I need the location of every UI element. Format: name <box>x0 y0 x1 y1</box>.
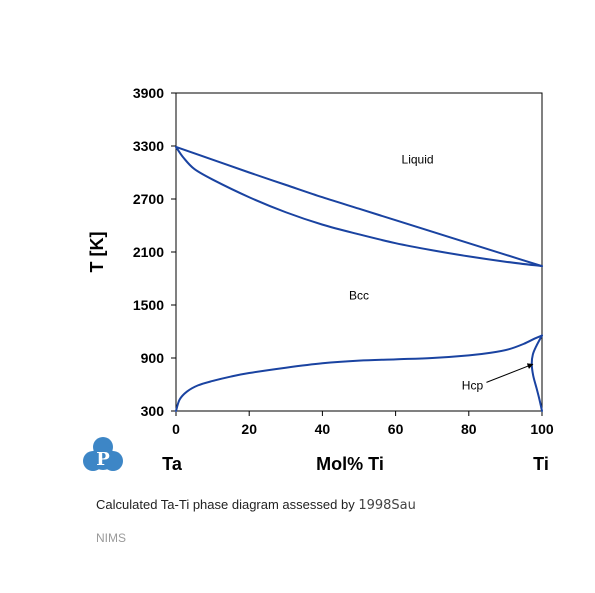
caption-text: Calculated Ta-Ti phase diagram assessed … <box>96 497 355 512</box>
logo-letter: P <box>96 449 110 470</box>
x-tick-label: 60 <box>388 421 404 437</box>
x-tick-label: 100 <box>530 421 554 437</box>
logo-icon: P <box>83 437 123 471</box>
phase-boundary-line-2 <box>175 145 543 268</box>
figure-caption: Calculated Ta-Ti phase diagram assessed … <box>96 497 416 513</box>
phase-boundary-line-3 <box>175 334 543 412</box>
x-tick-label: 40 <box>315 421 331 437</box>
region-label: Bcc <box>349 289 369 303</box>
x-axis-left-element: Ta <box>162 454 183 474</box>
y-tick-label: 1500 <box>133 297 164 313</box>
annotation-label: Hcp <box>462 378 484 392</box>
phase-boundary-line-1 <box>175 145 543 268</box>
x-tick-label: 20 <box>241 421 257 437</box>
plot-frame <box>175 92 543 412</box>
y-tick-label: 2100 <box>133 244 164 260</box>
tick-marks <box>171 92 543 416</box>
series-group <box>175 145 543 412</box>
y-axis-title: T [K] <box>87 232 107 273</box>
x-axis-right-element: Ti <box>533 454 549 474</box>
x-tick-label: 0 <box>172 421 180 437</box>
annotation-arrow <box>486 363 534 383</box>
region-label: Liquid <box>402 153 434 167</box>
caption-reference: 1998Sau <box>358 498 416 513</box>
x-axis-title: Mol% Ti <box>316 454 384 474</box>
x-tick-label: 80 <box>461 421 477 437</box>
tick-labels: 300 900 1500 2100 2700 3300 3900 0 20 40 60 80 100 <box>133 85 554 437</box>
source-label: NIMS <box>96 531 126 545</box>
y-tick-label: 300 <box>141 403 165 419</box>
y-tick-label: 3900 <box>133 85 164 101</box>
y-tick-label: 3300 <box>133 138 164 154</box>
phase-boundary-line-4 <box>530 334 543 412</box>
annotation-group: Hcp <box>462 363 534 392</box>
y-tick-label: 900 <box>141 350 165 366</box>
region-labels: Liquid Bcc <box>349 153 434 303</box>
y-tick-label: 2700 <box>133 191 164 207</box>
